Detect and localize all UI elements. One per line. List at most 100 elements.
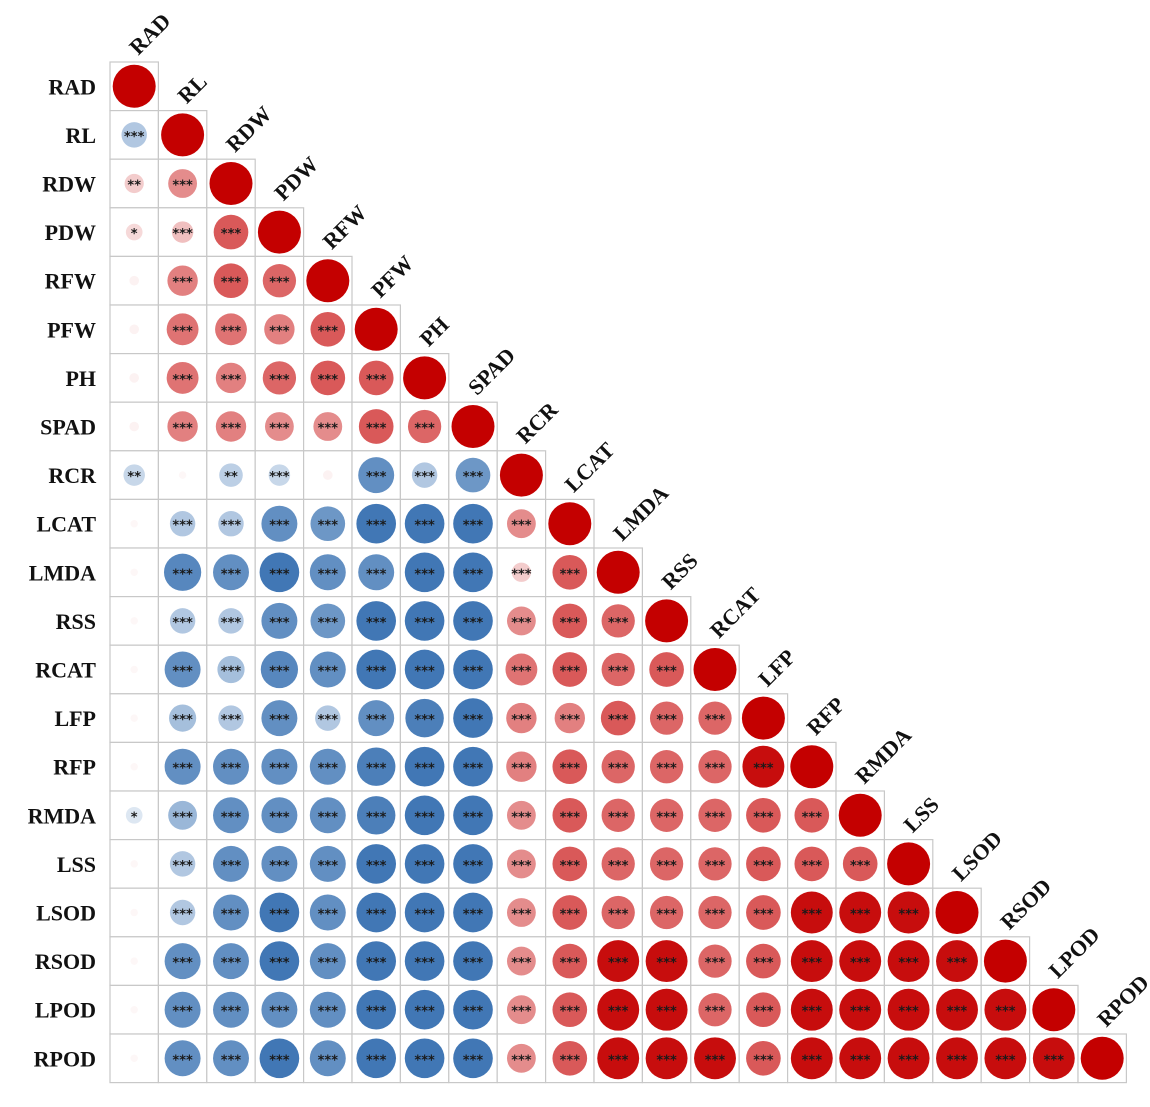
significance-mark-lss-lmda: *** [608,859,629,874]
significance-mark-lpod-rdw: *** [221,1005,242,1020]
correlation-circle-lsod-lss [887,891,930,934]
significance-mark-lpod-rfp: *** [802,1005,823,1020]
correlation-circle-rpod-rmda [839,1037,882,1080]
significance-mark-lss-rss: *** [656,859,677,874]
significance-mark-lpod-pfw: *** [366,1005,387,1020]
correlation-circle-rfp-rad [130,762,138,771]
significance-mark-lss-rcat: *** [705,859,726,874]
correlation-circle-rss-ph [404,601,445,641]
correlation-circle-rmda-pfw [356,796,396,835]
correlation-circle-rpod-rpod [1080,1036,1124,1080]
significance-mark-lss-rfw: *** [318,859,339,874]
significance-mark-lpod-rmda: *** [850,1005,871,1020]
correlation-circle-lsod-rss [649,895,684,930]
significance-mark-lcat-rcr: *** [511,519,532,534]
correlation-circle-rsod-pfw [356,941,397,981]
column-label-lcat: LCAT [560,437,620,497]
correlation-circle-rfp-rcat [698,750,732,784]
correlation-circle-rsod-pdw [259,941,300,981]
significance-mark-rfp-rl: *** [172,762,193,777]
correlation-circle-rcat-rl [164,651,201,688]
significance-mark-rpod-rfp: *** [802,1053,823,1068]
significance-mark-lfp-ph: *** [414,713,435,728]
significance-mark-rfp-rfw: *** [318,762,339,777]
significance-mark-rss-rdw: *** [221,616,242,631]
correlation-circle-rpod-rfw [309,1040,346,1077]
correlation-circle-rpod-lss [887,1037,930,1080]
correlation-circle-lmda-pdw [259,552,300,593]
correlation-circle-ph-rdw [215,362,247,394]
correlation-circle-lmda-lcat [552,554,588,590]
row-label-rad: RAD [48,74,96,99]
correlation-circle-lpod-rl [164,991,201,1028]
correlation-circle-rpod-rad [130,1054,138,1063]
correlation-circle-rsod-rcr [506,946,536,976]
significance-mark-rmda-rl: *** [172,810,193,825]
correlation-circle-rsod-rfw [309,943,346,980]
significance-mark-lpod-spad: *** [463,1005,484,1020]
significance-mark-rss-spad: *** [463,616,484,631]
correlation-circle-rmda-lfp [746,797,781,833]
correlation-circle-rpod-lsod [936,1037,978,1080]
column-label-ph: PH [414,312,453,351]
significance-mark-lfp-rfw: *** [318,713,339,728]
significance-mark-rpod-ph: *** [414,1053,435,1068]
significance-mark-pdw-rad: * [131,227,138,242]
correlation-circle-pfw-rfw [310,311,346,347]
correlation-circle-ph-rad [129,373,140,383]
correlation-circle-rsod-lsod [936,940,978,983]
significance-mark-rsod-rfp: *** [802,956,823,971]
significance-mark-lsod-rfp: *** [802,908,823,923]
correlation-circle-rfp-rfp [790,745,834,789]
correlation-circle-lcat-rl [169,510,196,537]
correlation-circle-lfp-rss [649,701,684,735]
correlation-circle-lss-spad [453,844,493,884]
correlation-circle-ph-pdw [262,361,297,395]
significance-mark-lcat-rdw: *** [221,519,242,534]
correlation-circle-lsod-spad [453,892,493,933]
significance-mark-rcat-rl: *** [172,665,193,680]
significance-mark-lcat-pfw: *** [366,519,387,534]
correlation-circle-rpod-rss [645,1037,688,1080]
significance-mark-lss-rl: *** [172,859,193,874]
correlation-circle-lfp-rcat [698,701,732,735]
correlation-circle-rss-pfw [356,601,397,641]
significance-mark-lmda-rl: *** [172,567,193,582]
correlation-circle-lpod-lsod [936,988,978,1031]
correlation-circle-rcr-rdw [219,463,243,487]
correlation-circle-lpod-rad [130,1005,138,1014]
significance-mark-spad-rdw: *** [221,422,242,437]
correlation-circle-ph-rl [166,361,199,394]
correlation-circle-lsod-rfp [790,891,833,934]
significance-mark-rmda-pdw: *** [269,810,290,825]
correlation-circle-lpod-lfp [746,992,781,1028]
significance-mark-rmda-lmda: *** [608,810,629,825]
correlation-circle-lfp-rcr [506,702,537,734]
row-label-ph: PH [65,366,96,391]
correlation-circle-pfw-pdw [264,314,295,345]
correlation-circle-lpod-lss [887,988,930,1031]
significance-mark-lss-spad: *** [463,859,484,874]
significance-mark-lss-lfp: *** [753,859,774,874]
significance-mark-lpod-lcat: *** [560,1005,581,1020]
significance-mark-rpod-lfp: *** [753,1053,774,1068]
column-label-rad: RAD [124,8,175,59]
correlation-circle-lsod-rad [130,908,138,917]
correlation-circle-rfp-pdw [261,748,298,785]
significance-mark-rpod-rss: *** [656,1053,677,1068]
significance-mark-rfp-lfp: *** [753,762,774,777]
correlation-circle-rpod-rdw [213,1040,249,1077]
correlation-circle-lss-rad [130,860,138,868]
significance-mark-rcr-pdw: *** [269,470,290,485]
correlation-circle-spad-pdw [264,412,294,441]
significance-mark-lcat-spad: *** [463,519,484,534]
column-label-rsod: RSOD [995,873,1056,934]
significance-mark-rpod-lpod: *** [1044,1053,1065,1068]
significance-mark-rpod-lcat: *** [560,1053,581,1068]
correlation-circle-rfw-rdw [213,263,249,299]
correlation-circle-rfp-lcat [552,749,588,785]
column-label-rl: RL [172,69,211,108]
correlation-circle-rpod-spad [453,1038,493,1079]
significance-mark-rsod-rss: *** [656,956,677,971]
correlation-circle-rmda-rfw [309,797,346,834]
